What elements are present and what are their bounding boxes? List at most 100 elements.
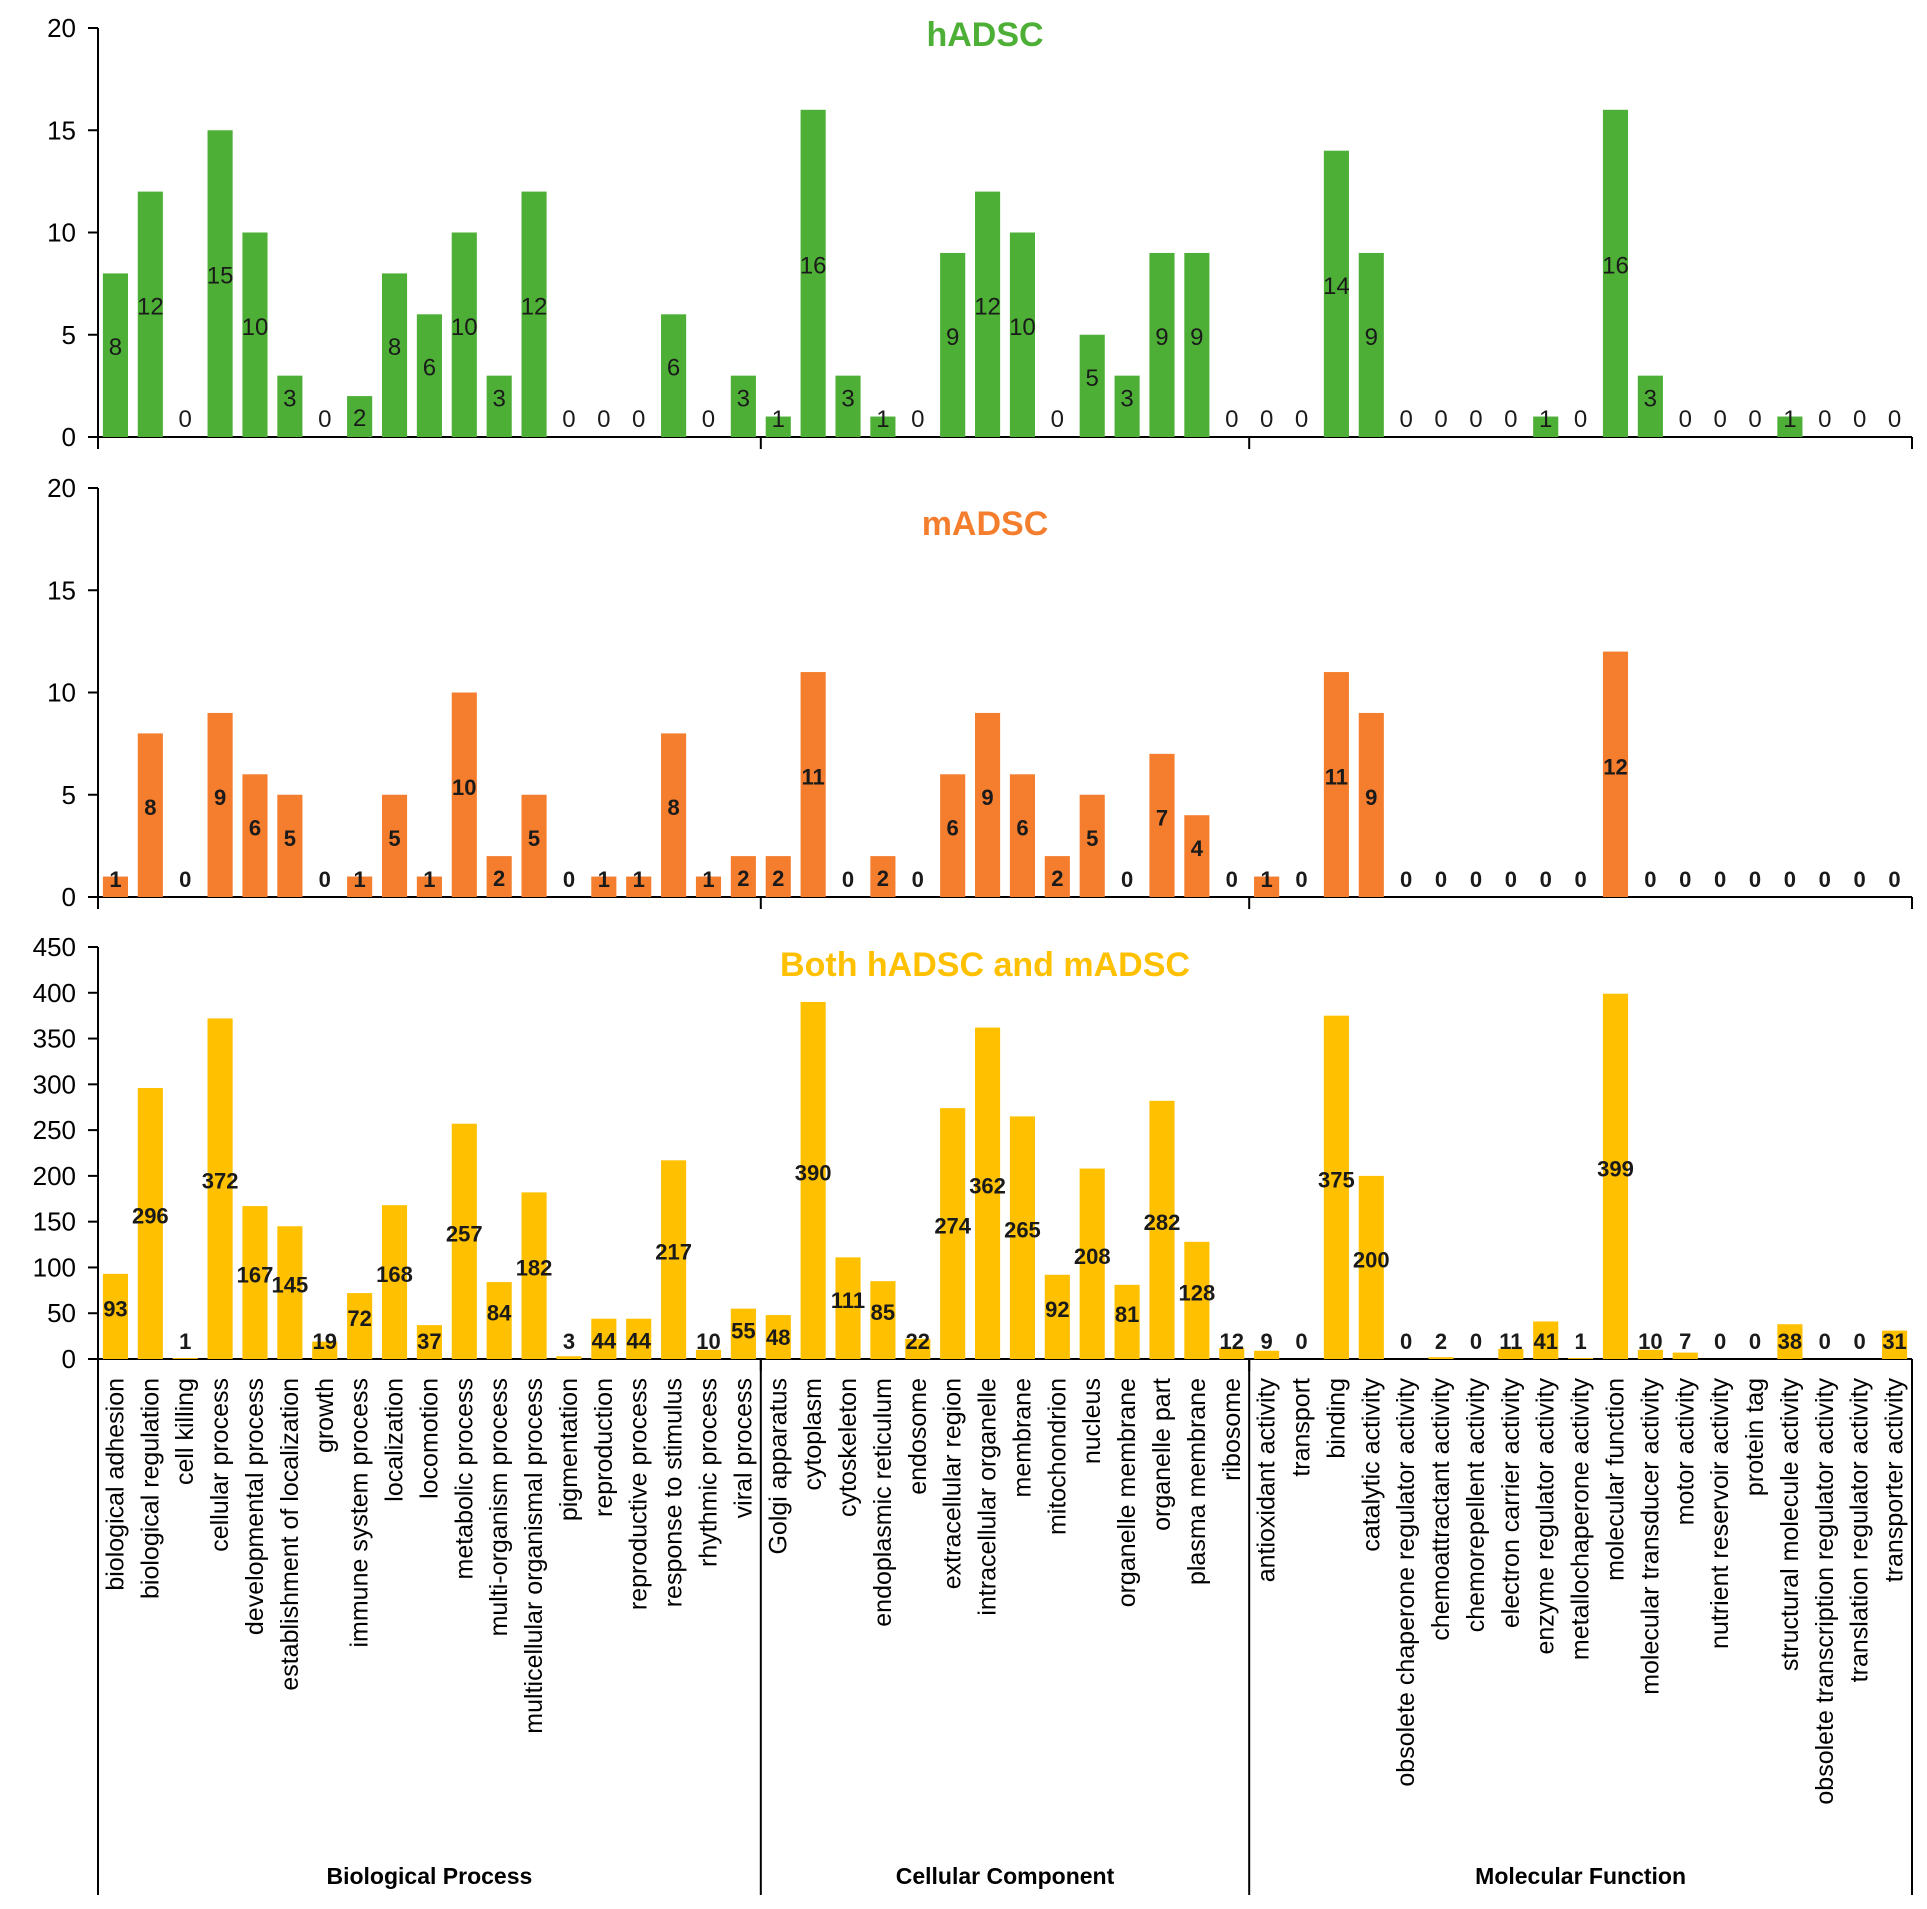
data-label: 375: [1318, 1167, 1355, 1192]
data-label: 1: [772, 406, 785, 433]
data-label: 8: [388, 334, 401, 361]
data-label: 1: [423, 867, 435, 892]
bar-biological-adhesion: [102, 876, 129, 897]
data-label: 8: [109, 334, 122, 361]
y-tick-label: 0: [62, 422, 76, 452]
data-label: 0: [1225, 406, 1238, 433]
category-label: intracellular organelle: [974, 1378, 1002, 1616]
category-label: Golgi apparatus: [764, 1378, 792, 1555]
bar-intracellular-organelle: [974, 1027, 1001, 1359]
category-label: motor activity: [1671, 1378, 1699, 1526]
bar-biological-adhesion: [102, 273, 129, 437]
bar-metabolic-process: [451, 1123, 477, 1359]
category-label: transport: [1288, 1378, 1316, 1477]
data-label: 11: [1499, 1329, 1522, 1354]
data-label: 399: [1597, 1156, 1634, 1181]
data-label: 1: [876, 406, 889, 433]
data-label: 390: [795, 1160, 832, 1185]
bar-establishment-of-localization: [277, 375, 303, 437]
data-label: 44: [626, 1329, 651, 1354]
bar-multicellular-organismal-process: [521, 794, 547, 897]
panel-title: Both hADSC and mADSC: [780, 946, 1190, 984]
bar-membrane: [1009, 1116, 1036, 1359]
data-label: 3: [492, 385, 505, 412]
data-label: 0: [1574, 406, 1587, 433]
data-label: 55: [731, 1319, 755, 1344]
category-label: catalytic activity: [1357, 1378, 1385, 1552]
category-label: rhythmic process: [694, 1378, 722, 1567]
y-tick-label: 150: [33, 1207, 76, 1237]
data-label: 282: [1144, 1210, 1181, 1235]
y-tick-label: 20: [47, 473, 76, 503]
bar-golgi-apparatus: [765, 1315, 791, 1359]
bar-molecular-function: [1602, 993, 1629, 1359]
bar-binding: [1323, 1015, 1349, 1359]
bar-transporter-activity: [1881, 1330, 1908, 1359]
bar-extracellular-region: [940, 774, 966, 897]
data-label: 168: [376, 1262, 413, 1287]
data-label: 0: [1853, 406, 1866, 433]
bar-organelle-part: [1149, 252, 1175, 437]
data-label: 3: [841, 385, 854, 412]
data-label: 81: [1115, 1302, 1139, 1327]
data-label: 1: [179, 1329, 191, 1354]
bar-molecular-function: [1602, 109, 1629, 438]
data-label: 84: [487, 1301, 512, 1326]
category-label: nucleus: [1078, 1378, 1106, 1464]
data-label: 37: [417, 1329, 441, 1354]
bar-developmental-process: [242, 774, 268, 897]
category-label: metallochaperone activity: [1567, 1378, 1595, 1661]
y-tick-label: 50: [47, 1298, 76, 1328]
bar-golgi-apparatus: [765, 856, 791, 897]
data-label: 0: [1748, 406, 1761, 433]
category-label: cell killing: [171, 1378, 199, 1485]
data-label: 11: [802, 765, 825, 790]
data-label: 0: [911, 406, 924, 433]
data-label: 3: [1644, 385, 1657, 412]
data-label: 12: [1603, 754, 1627, 779]
data-label: 44: [592, 1329, 617, 1354]
data-label: 10: [1638, 1329, 1662, 1354]
category-label: membrane: [1008, 1378, 1036, 1498]
category-label: reproductive process: [625, 1378, 653, 1610]
data-label: 9: [1155, 324, 1168, 351]
data-label: 0: [1470, 1329, 1482, 1354]
data-label: 0: [1399, 406, 1412, 433]
bar-localization: [381, 273, 408, 437]
data-label: 208: [1074, 1244, 1111, 1269]
data-label: 0: [1854, 1329, 1866, 1354]
data-label: 0: [1400, 867, 1412, 892]
data-label: 0: [1400, 1329, 1412, 1354]
data-label: 372: [202, 1169, 239, 1194]
category-label: localization: [381, 1378, 409, 1502]
group-label: Biological Process: [326, 1863, 532, 1889]
y-tick-label: 5: [62, 320, 76, 350]
data-label: 10: [451, 314, 478, 341]
data-label: 0: [1819, 867, 1831, 892]
y-tick-label: 20: [47, 13, 76, 43]
data-label: 2: [772, 866, 784, 891]
category-label: pigmentation: [555, 1378, 583, 1521]
data-label: 3: [283, 385, 296, 412]
bar-chemoattractant-activity: [1428, 1357, 1454, 1359]
data-label: 0: [1226, 867, 1238, 892]
data-label: 48: [766, 1325, 790, 1350]
data-label: 0: [1714, 1329, 1726, 1354]
y-tick-label: 200: [33, 1161, 76, 1191]
data-label: 85: [871, 1300, 895, 1325]
category-label: cytoplasm: [799, 1378, 827, 1491]
data-label: 0: [1121, 867, 1133, 892]
data-label: 22: [906, 1329, 930, 1354]
category-label: multicellular organismal process: [520, 1378, 548, 1734]
y-tick-label: 10: [47, 218, 76, 248]
category-label: biological regulation: [136, 1378, 164, 1599]
data-label: 1: [1539, 406, 1552, 433]
category-label: translation regulator activity: [1846, 1378, 1874, 1683]
y-tick-label: 15: [47, 115, 76, 145]
bar-cytoskeleton: [835, 375, 861, 437]
y-tick-label: 15: [47, 575, 76, 605]
data-label: 3: [563, 1329, 575, 1354]
data-label: 10: [242, 314, 269, 341]
category-label: chemoattractant activity: [1427, 1378, 1455, 1641]
